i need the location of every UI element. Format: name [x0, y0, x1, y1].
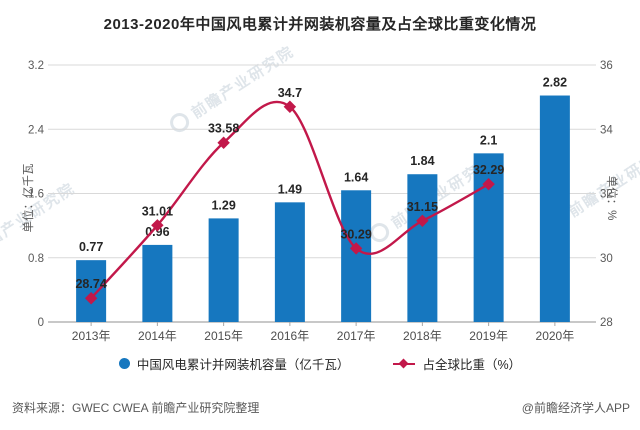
chart-plot: 0 28 0.8 30 1.6 32 2.4 34 3.2 36 0.77 2013年 0.96 2014…: [28, 60, 613, 343]
line-value-label: 34.7: [278, 86, 302, 100]
x-axis-label: 2020年: [536, 329, 575, 343]
line-series-swatch-icon: [393, 358, 416, 369]
left-axis-unit-label: 单位：亿千瓦: [23, 163, 35, 233]
x-axis-label: 2013年: [72, 329, 111, 343]
bar-2015年: [208, 218, 239, 322]
bar-value-label: 1.49: [278, 182, 302, 196]
x-axis-label: 2017年: [337, 329, 376, 343]
x-axis-label: 2016年: [271, 329, 310, 343]
chart-footer: 资料来源：GWEC CWEA 前瞻产业研究院整理 @前瞻经济学人APP: [0, 399, 640, 416]
line-value-label: 32.29: [473, 163, 504, 177]
bar-value-label: 0.77: [79, 240, 103, 254]
bar-2013年: [76, 260, 107, 322]
legend-item-share: 占全球比重（%）: [393, 354, 521, 373]
right-axis-tick-label: 32: [600, 189, 613, 201]
left-axis-tick-label: 0.8: [28, 253, 44, 265]
left-axis-tick-label: 3.2: [28, 60, 44, 72]
line-marker: [283, 100, 297, 113]
line-marker: [151, 219, 164, 232]
left-axis-tick-label: 2.4: [28, 124, 45, 136]
bar-2016年: [274, 202, 305, 322]
bar-2014年: [142, 244, 173, 322]
credit-text: @前瞻经济学人APP: [521, 401, 630, 415]
legend-label-capacity: 中国风电累计并网装机容量（亿千瓦）: [136, 358, 350, 372]
right-axis-tick-label: 30: [600, 253, 613, 265]
chart-title: 2013-2020年中国风电累计并网装机容量及占全球比重变化情况: [103, 16, 537, 33]
bar-value-label: 1.29: [211, 198, 235, 212]
bar-series-swatch-icon: [118, 358, 130, 369]
line-value-label: 31.01: [142, 204, 173, 218]
bar-value-label: 2.1: [480, 133, 497, 147]
line-marker: [416, 214, 429, 228]
line-marker: [349, 242, 363, 255]
line-value-label: 28.74: [75, 277, 106, 291]
x-axis-label: 2018年: [403, 329, 442, 343]
source-text: 资料来源：GWEC CWEA 前瞻产业研究院整理: [12, 401, 260, 415]
bar-value-label: 1.64: [344, 170, 368, 184]
left-axis-tick-label: 0: [38, 317, 44, 329]
x-axis-label: 2019年: [469, 329, 508, 343]
bar-2018年: [407, 174, 438, 322]
bar-2020年: [539, 95, 570, 322]
bar-value-label: 0.96: [145, 225, 169, 239]
bar-value-label: 2.82: [543, 76, 567, 90]
left-axis-tick-label: 1.6: [28, 189, 44, 201]
legend-item-capacity: 中国风电累计并网装机容量（亿千瓦）: [118, 354, 350, 373]
line-value-label: 31.15: [407, 200, 438, 214]
right-axis-unit-label: 单位：%: [605, 175, 617, 221]
chart-legend: 中国风电累计并网装机容量（亿千瓦） 占全球比重（%）: [0, 354, 640, 373]
bar-value-label: 1.84: [410, 154, 434, 168]
x-axis-label: 2015年: [204, 329, 243, 343]
line-value-label: 33.58: [208, 122, 239, 136]
legend-label-share: 占全球比重（%）: [422, 358, 522, 372]
line-value-label: 30.29: [340, 227, 371, 241]
right-axis-tick-label: 28: [600, 317, 613, 329]
line-marker: [482, 177, 495, 191]
right-axis-tick-label: 36: [600, 60, 613, 72]
right-axis-tick-label: 34: [600, 124, 613, 136]
x-axis-label: 2014年: [138, 329, 177, 343]
bar-2017年: [341, 190, 372, 322]
